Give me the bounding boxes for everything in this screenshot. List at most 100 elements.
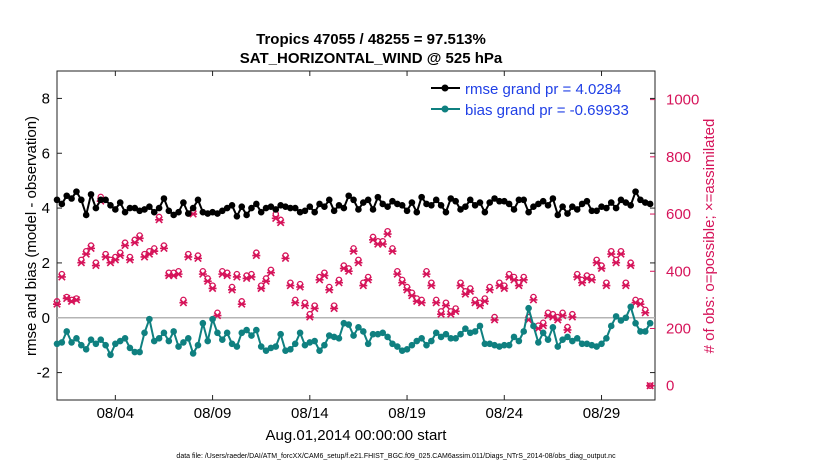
bias-point	[481, 340, 489, 348]
obs-assimilated-marker	[626, 261, 635, 270]
bias-point	[462, 325, 469, 333]
bias-point	[646, 319, 654, 327]
obs-assimilated-marker	[422, 270, 431, 278]
bias-point	[359, 328, 367, 335]
rmse-point	[530, 203, 537, 211]
rmse-point	[578, 200, 586, 208]
rmse-point	[403, 207, 411, 215]
obs-assimilated-marker	[427, 281, 436, 290]
rmse-point	[301, 207, 309, 215]
rmse-point	[466, 196, 474, 204]
rmse-point	[583, 197, 591, 205]
rmse-point	[515, 196, 523, 204]
rmse-point	[53, 196, 61, 204]
rmse-point	[374, 193, 382, 201]
bias-point	[428, 337, 435, 345]
obs-assimilated-marker	[607, 250, 616, 258]
rmse-point	[413, 208, 421, 216]
bias-point	[515, 337, 523, 345]
bias-point	[189, 350, 197, 357]
obs-assimilated-marker	[378, 240, 387, 248]
rmse-point	[107, 202, 114, 209]
bias-point	[544, 336, 552, 343]
rmse-point	[564, 210, 571, 217]
legend-bias-marker	[441, 105, 449, 113]
rmse-point	[150, 208, 158, 216]
x-tick-label: 08/24	[486, 405, 524, 422]
obs-assimilated-marker	[597, 264, 606, 273]
obs-assimilated-marker	[437, 310, 446, 318]
obs-assimilated-marker	[621, 281, 630, 290]
left-tick-label: 8	[42, 90, 50, 107]
bias-point	[423, 341, 430, 349]
obs-assimilated-marker	[228, 286, 237, 294]
rmse-point	[233, 213, 241, 220]
rmse-point	[87, 191, 95, 198]
bias-point	[253, 326, 260, 334]
right-tick-label: 600	[666, 206, 691, 223]
chart-title-line1: Tropics 47055 / 48255 = 97.513%	[256, 31, 486, 48]
obs-assimilated-marker	[296, 283, 305, 291]
bias-point	[408, 341, 416, 349]
bias-point	[296, 329, 304, 337]
rmse-point	[500, 197, 508, 205]
bias-point	[126, 344, 134, 352]
rmse-point	[622, 199, 630, 206]
rmse-point	[520, 196, 528, 204]
bias-point	[97, 336, 105, 343]
right-tick-label: 1000	[666, 92, 699, 109]
bias-point	[641, 328, 649, 335]
rmse-point	[189, 204, 197, 212]
rmse-point	[525, 208, 532, 216]
bias-point	[627, 303, 634, 311]
rmse-point	[102, 196, 109, 204]
rmse-point	[63, 192, 71, 200]
bias-point	[622, 314, 630, 322]
bias-point	[500, 341, 508, 349]
obs-assimilated-marker	[490, 316, 499, 324]
bias-point	[355, 324, 362, 331]
bias-point	[364, 340, 372, 348]
rmse-point	[573, 206, 581, 213]
rmse-point	[238, 203, 246, 211]
rmse-point	[364, 196, 372, 204]
rmse-point	[593, 207, 600, 215]
x-tick-label: 08/14	[291, 405, 329, 422]
bias-point	[457, 330, 464, 338]
rmse-point	[141, 206, 148, 213]
rmse-point	[223, 204, 231, 212]
rmse-point	[505, 200, 513, 208]
rmse-point	[257, 208, 265, 216]
rmse-point	[549, 195, 557, 202]
rmse-point	[539, 197, 547, 205]
bias-point	[612, 313, 620, 320]
rmse-point	[612, 204, 620, 212]
obs-assimilated-marker	[208, 284, 217, 293]
rmse-point	[535, 200, 542, 208]
rmse-point	[340, 204, 348, 212]
bias-point	[413, 337, 421, 345]
rmse-point	[228, 202, 236, 209]
bias-point	[58, 339, 66, 346]
obs-assimilated-marker	[334, 278, 343, 287]
obs-assimilated-marker	[417, 298, 426, 307]
bias-point	[554, 343, 562, 350]
bias-point	[194, 341, 202, 349]
obs-assimilated-marker	[252, 251, 261, 260]
rmse-point	[603, 204, 610, 212]
obs-assimilated-marker	[276, 218, 285, 227]
rmse-point	[272, 206, 280, 213]
rmse-point	[311, 208, 318, 216]
obs-assimilated-marker	[451, 307, 460, 316]
obs-assimilated-marker	[539, 321, 548, 330]
obs-assimilated-marker	[587, 276, 596, 284]
bias-point	[204, 337, 212, 345]
obs-assimilated-marker	[247, 273, 256, 281]
obs-assimilated-marker	[466, 287, 475, 296]
bias-point	[272, 343, 280, 350]
rmse-point	[355, 206, 362, 213]
rmse-point	[170, 211, 177, 219]
bias-point	[160, 329, 168, 337]
